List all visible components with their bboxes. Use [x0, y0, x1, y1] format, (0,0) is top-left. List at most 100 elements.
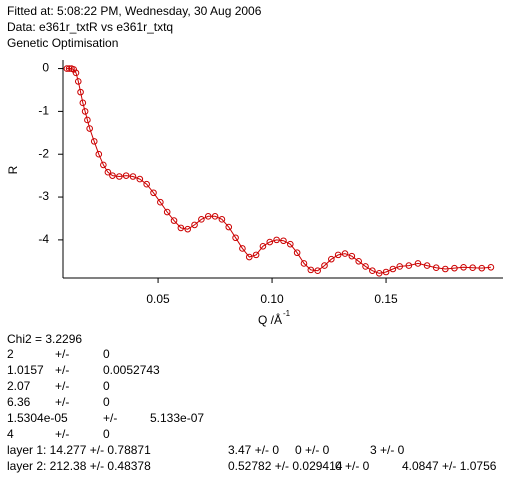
data-point [170, 217, 178, 224]
data-point [157, 198, 164, 206]
param-cell: 0 [103, 395, 110, 409]
x-axis-label-sup: -1 [283, 309, 291, 318]
param-cell: 0 [103, 427, 110, 441]
x-tick-label: 0.15 [374, 292, 398, 306]
data-point [104, 168, 112, 176]
y-tick-label: -3 [38, 189, 49, 203]
data-point [328, 255, 335, 263]
data-point [63, 65, 71, 72]
data-point [341, 250, 349, 257]
data-point [273, 236, 280, 244]
x-tick-label: 0.10 [260, 292, 284, 306]
param-cell: 6.36 [7, 395, 31, 409]
y-tick-label: -2 [38, 146, 49, 160]
data-point [211, 213, 219, 220]
data-point [239, 245, 246, 252]
data-point [150, 189, 157, 197]
y-axis-label: R [6, 165, 20, 174]
data-point [232, 234, 239, 242]
data-point [109, 172, 116, 179]
header-line: Genetic Optimisation [7, 36, 118, 50]
data-point [77, 88, 84, 96]
data-point [280, 237, 287, 245]
data-point [225, 223, 233, 231]
data-point [451, 264, 458, 272]
data-point [86, 125, 93, 132]
data-point [191, 221, 198, 229]
data-point [432, 264, 440, 272]
data-point [266, 238, 274, 246]
fit-line [66, 68, 491, 274]
data-point [442, 265, 449, 273]
param-cell: 1.0157 [7, 363, 44, 377]
data-point [362, 263, 369, 270]
data-point [259, 243, 267, 250]
data-point [389, 265, 397, 273]
data-point [414, 260, 422, 267]
layer-cell: 0.52782 +/- 0.029414 [228, 459, 343, 473]
data-point [143, 180, 150, 188]
data-point [129, 173, 137, 180]
y-tick-label: -1 [38, 104, 49, 118]
data-point [100, 161, 107, 169]
data-point [369, 267, 376, 275]
data-point [95, 150, 103, 158]
data-point [293, 249, 301, 257]
x-axis-label: Q /Å [258, 312, 282, 327]
header-line: Data: e361r_txtR vs e361r_txtq [7, 20, 173, 34]
data-point [177, 224, 185, 232]
layer-cell: 0 +/- 0 [295, 443, 330, 457]
data-point [122, 172, 130, 179]
data-point [307, 266, 315, 274]
param-cell: 2.07 [7, 379, 31, 393]
param-cell: +/- [55, 379, 69, 393]
data-point [460, 263, 467, 271]
param-cell: +/- [55, 427, 69, 441]
param-cell: +/- [103, 411, 117, 425]
data-point [81, 108, 89, 115]
data-point [198, 216, 205, 223]
param-cell: +/- [55, 347, 69, 361]
data-point [79, 99, 87, 107]
data-point [245, 253, 253, 261]
data-point [65, 65, 73, 72]
data-point [84, 116, 91, 124]
layer-cell: 4.0847 +/- 1.0756 [402, 459, 497, 473]
layer-cell: layer 2: 212.38 +/- 0.48378 [7, 459, 151, 473]
data-point [204, 213, 212, 220]
param-cell: 1.5304e-05 [7, 411, 68, 425]
data-point [405, 262, 413, 269]
data-point [469, 264, 476, 272]
param-cell: 5.133e-07 [150, 411, 204, 425]
data-point [348, 252, 356, 260]
data-point [300, 260, 308, 267]
layer-cell: 3 +/- 0 [370, 443, 405, 457]
data-point [423, 262, 431, 269]
data-point [252, 251, 260, 259]
data-point [184, 225, 192, 233]
data-point [487, 263, 495, 271]
layer-cell: layer 1: 14.277 +/- 0.78871 [7, 443, 151, 457]
data-point [382, 268, 390, 276]
param-cell: 0 [103, 347, 110, 361]
data-point [478, 264, 486, 272]
y-tick-label: 0 [42, 61, 49, 75]
y-tick-label: -4 [38, 232, 49, 246]
param-cell: 4 [7, 427, 14, 441]
data-point [334, 251, 342, 259]
param-cell: 0 [103, 379, 110, 393]
param-cell: 0.0052743 [103, 363, 160, 377]
data-point [116, 173, 123, 180]
data-point [90, 138, 98, 145]
data-point [218, 216, 226, 223]
data-point [136, 175, 144, 183]
layer-cell: 0 +/- 0 [335, 459, 370, 473]
param-cell: +/- [55, 395, 69, 409]
data-point [314, 267, 321, 275]
layer-cell: 3.47 +/- 0 [228, 443, 279, 457]
data-point [321, 262, 328, 269]
data-point [286, 240, 294, 248]
data-point [375, 269, 383, 277]
x-tick-label: 0.05 [146, 292, 170, 306]
